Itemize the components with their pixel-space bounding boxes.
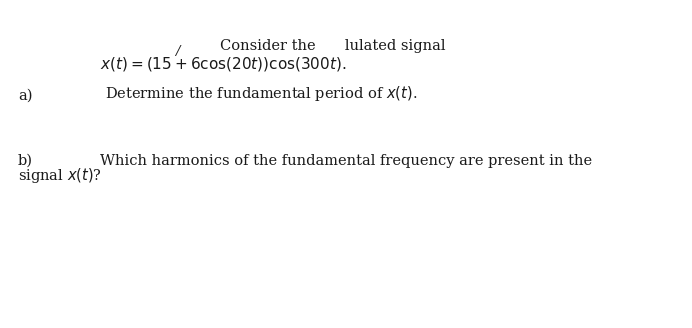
Text: signal $x(t)$?: signal $x(t)$? xyxy=(18,166,102,185)
Text: b): b) xyxy=(18,154,33,168)
Text: a): a) xyxy=(18,89,33,103)
Text: Consider the  lulated signal: Consider the lulated signal xyxy=(220,39,446,53)
Text: $x(t)=(15+6\cos(20t))\cos(300t).$: $x(t)=(15+6\cos(20t))\cos(300t).$ xyxy=(100,55,347,73)
Text: /: / xyxy=(175,45,179,58)
Text: Determine the fundamental period of $x(t)$.: Determine the fundamental period of $x(t… xyxy=(105,84,417,103)
Text: Which harmonics of the fundamental frequency are present in the: Which harmonics of the fundamental frequ… xyxy=(100,154,592,168)
